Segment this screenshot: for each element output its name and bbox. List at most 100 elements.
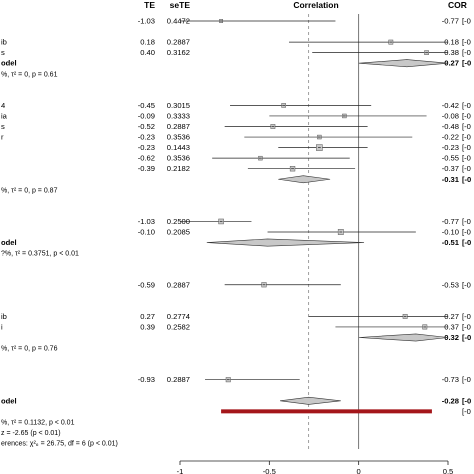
x-tick-label: 0 (357, 467, 361, 474)
ci-value: [-0 (462, 48, 471, 57)
rows-layer: -1.03 0.4472 -0.77 [-0ib 0.18 0.2887 0.18 [-0s 0… (1, 17, 471, 448)
sete-value: 0.2500 (167, 217, 190, 226)
cor-value: -0.23 (442, 143, 459, 152)
study-label: s (1, 122, 5, 131)
cor-value: -0.42 (442, 101, 459, 110)
sete-value: 0.1443 (167, 143, 190, 152)
study-label: ib (1, 38, 7, 47)
te-value: -0.23 (138, 133, 155, 142)
te-value: -0.39 (138, 164, 155, 173)
ci-value: [-0 (462, 280, 471, 289)
te-value: 0.18 (140, 38, 155, 47)
cor-value: -0.53 (442, 280, 459, 289)
te-value: 0.39 (140, 322, 155, 331)
ci-value: [-0 (462, 322, 471, 331)
plot-layer (180, 14, 449, 449)
pooled-diamond (278, 175, 331, 184)
ci-value: [-0 (462, 154, 471, 163)
heterogeneity-text: z = -2.65 (p < 0.01) (1, 430, 61, 437)
sete-value: 0.3015 (167, 101, 190, 110)
ci-value: [-0 (462, 312, 471, 321)
cor-value: -0.51 (442, 238, 460, 247)
cor-value: -0.77 (442, 17, 459, 26)
heterogeneity-text: %, τ² = 0.1132, p < 0.01 (1, 419, 75, 426)
ci-value: [-0 (462, 133, 471, 142)
sete-value: 0.3162 (167, 48, 190, 57)
pooled-diamond (358, 59, 449, 68)
sete-value: 0.2887 (167, 38, 190, 47)
te-value: -1.03 (138, 17, 155, 26)
cor-value: -0.73 (442, 375, 459, 384)
study-label: odel (1, 238, 17, 247)
ci-value: [-0 (462, 396, 471, 405)
te-value: -0.45 (138, 101, 155, 110)
sete-value: 0.2887 (167, 375, 190, 384)
te-value: -0.59 (138, 280, 155, 289)
sete-value: 0.2182 (167, 164, 190, 173)
ci-value: [-0 (462, 164, 471, 173)
cor-value: -0.77 (442, 217, 459, 226)
study-label: ib (1, 312, 7, 321)
cor-value: 0.27 (444, 312, 459, 321)
ci-value: [-0 (462, 111, 471, 120)
plot-header: Correlation (293, 0, 338, 10)
cor-value: -0.37 (442, 164, 459, 173)
cor-value: -0.31 (442, 175, 460, 184)
cor-value: 0.38 (444, 48, 459, 57)
cor-value: -0.28 (442, 396, 459, 405)
ci-value: [-0 (462, 17, 471, 26)
sete-value: 0.3536 (167, 133, 190, 142)
study-label: s (1, 48, 5, 57)
ci-value: [-0 (462, 175, 471, 184)
te-value: -0.52 (138, 122, 155, 131)
sete-header: seTE (170, 0, 191, 10)
x-axis: -1 -0.5 0 0.5 (177, 460, 454, 474)
pooled-diamond (358, 333, 449, 342)
study-label: odel (1, 396, 17, 405)
te-value: -0.10 (138, 228, 155, 237)
ci-value: [-0 (462, 407, 471, 416)
heterogeneity-text: ?%, τ² = 0.3751, p < 0.01 (1, 251, 79, 258)
cor-value: 0.32 (444, 333, 459, 342)
te-value: -0.62 (138, 154, 155, 163)
study-label: odel (1, 59, 17, 68)
ci-value: [-0 (462, 375, 471, 384)
study-label: r (1, 133, 4, 142)
cor-value: -0.08 (442, 111, 459, 120)
study-label: i (1, 322, 3, 331)
heterogeneity-text: %, τ² = 0, p = 0.76 (1, 346, 58, 353)
heterogeneity-text: %, τ² = 0, p = 0.87 (1, 187, 58, 194)
sete-value: 0.2774 (167, 312, 190, 321)
x-tick-label: -0.5 (263, 467, 276, 474)
sete-value: 0.2887 (167, 122, 190, 131)
x-tick-label: 0.5 (443, 467, 454, 474)
te-header: TE (144, 0, 155, 10)
cor-value: 0.37 (444, 322, 459, 331)
sete-value: 0.3333 (167, 111, 190, 120)
sete-value: 0.2887 (167, 280, 190, 289)
sete-value: 0.3536 (167, 154, 190, 163)
cor-value: -0.10 (442, 228, 459, 237)
ci-value: [-0 (462, 217, 471, 226)
sete-value: 0.2582 (167, 322, 190, 331)
cor-header: COR (448, 0, 467, 10)
x-tick-label: -1 (177, 467, 184, 474)
cor-value: 0.18 (444, 38, 459, 47)
ci-value: [-0 (462, 101, 471, 110)
cor-value: -0.55 (442, 154, 459, 163)
ci-value: [-0 (462, 143, 471, 152)
te-value: -0.09 (138, 111, 155, 120)
study-label: ia (1, 111, 8, 120)
ci-value: [-0 (462, 228, 471, 237)
ci-value: [-0 (462, 122, 471, 131)
sete-value: 0.2085 (167, 228, 190, 237)
pooled-diamond (280, 396, 341, 405)
cor-value: 0.27 (444, 59, 459, 68)
cor-value: -0.48 (442, 122, 459, 131)
te-value: -0.23 (138, 143, 155, 152)
ci-value: [-0 (462, 238, 471, 247)
heterogeneity-text: %, τ² = 0, p = 0.61 (1, 71, 58, 78)
te-value: 0.27 (140, 312, 155, 321)
sete-value: 0.4472 (167, 17, 190, 26)
